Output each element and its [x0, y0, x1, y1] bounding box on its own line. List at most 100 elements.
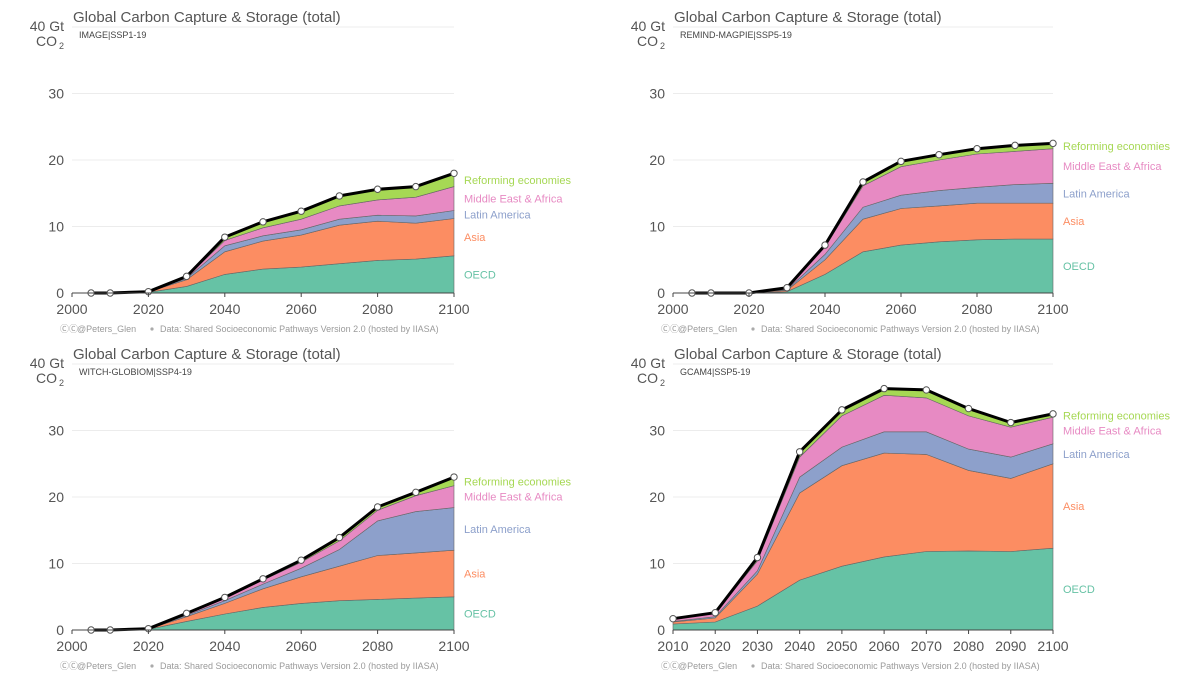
- y-tick-label: 0: [657, 622, 665, 638]
- total-point: [897, 157, 905, 166]
- scenario-label: GCAM4|SSP5-19: [680, 367, 750, 377]
- scenario-label: WITCH-GLOBIOM|SSP4-19: [79, 367, 192, 377]
- total-point: [259, 575, 267, 583]
- x-tick-label: 2020: [733, 301, 764, 317]
- chart-title: Global Carbon Capture & Storage (total): [674, 9, 942, 26]
- x-tick-label: 2100: [1037, 301, 1068, 317]
- total-point: [450, 169, 458, 178]
- y-tick-label: 10: [649, 219, 665, 235]
- y-axis-unit: 40 Gt: [30, 355, 64, 371]
- footer-separator: [150, 664, 154, 668]
- series-label-middle-east-africa: Middle East & Africa: [1063, 426, 1162, 438]
- y-tick-label: 0: [657, 285, 665, 301]
- footer-source: Data: Shared Socioeconomic Pathways Vers…: [160, 661, 439, 671]
- x-tick-label: 2000: [56, 638, 87, 654]
- series-label-oecd: OECD: [464, 608, 496, 620]
- x-tick-label: 2100: [1037, 638, 1068, 654]
- total-point: [335, 533, 344, 542]
- footer-source: Data: Shared Socioeconomic Pathways Vers…: [761, 661, 1040, 671]
- total-point: [935, 150, 943, 159]
- series-label-reforming-economies: Reforming economies: [464, 476, 571, 488]
- footer-handle: @Peters_Glen: [77, 661, 136, 671]
- y-axis-unit-formula: CO: [36, 33, 57, 49]
- series-label-oecd: OECD: [1063, 584, 1095, 596]
- footer-separator: [751, 664, 755, 668]
- y-tick-label: 20: [48, 489, 64, 505]
- x-tick-label: 2020: [700, 638, 731, 654]
- y-axis-unit-subscript: 2: [59, 378, 64, 388]
- x-tick-label: 2060: [286, 638, 317, 654]
- total-point: [795, 448, 804, 456]
- series-label-latin-america: Latin America: [1063, 188, 1131, 200]
- footer-separator: [751, 327, 755, 331]
- total-point: [373, 503, 382, 511]
- y-tick-label: 10: [48, 219, 64, 235]
- cc-icon: ⒸⒸ: [661, 661, 679, 671]
- x-tick-label: 2080: [961, 301, 992, 317]
- x-tick-label: 2080: [953, 638, 984, 654]
- y-axis-unit-subscript: 2: [660, 41, 665, 51]
- y-axis-unit-formula: CO: [36, 370, 57, 386]
- total-point: [259, 218, 267, 226]
- x-tick-label: 2060: [869, 638, 900, 654]
- y-axis-unit-formula: CO: [637, 370, 658, 386]
- x-tick-label: 2070: [911, 638, 942, 654]
- x-tick-label: 2020: [133, 301, 164, 317]
- x-tick-label: 2100: [438, 301, 469, 317]
- footer-separator: [150, 327, 154, 331]
- x-tick-label: 2060: [286, 301, 317, 317]
- y-tick-label: 30: [649, 423, 665, 439]
- x-tick-label: 2020: [133, 638, 164, 654]
- total-point: [221, 233, 229, 241]
- x-tick-label: 2080: [362, 638, 393, 654]
- series-label-middle-east-africa: Middle East & Africa: [464, 492, 563, 504]
- total-point: [753, 553, 762, 562]
- series-label-oecd: OECD: [1063, 261, 1095, 273]
- y-axis-unit: 40 Gt: [631, 18, 665, 34]
- total-point: [1049, 410, 1057, 418]
- y-axis-unit: 40 Gt: [30, 18, 64, 34]
- total-point: [1049, 139, 1057, 148]
- series-label-latin-america: Latin America: [464, 524, 532, 536]
- total-point: [182, 609, 191, 618]
- y-tick-label: 10: [649, 556, 665, 572]
- series-label-oecd: OECD: [464, 269, 496, 281]
- scenario-label: REMIND-MAGPIE|SSP5-19: [680, 30, 792, 40]
- total-point: [182, 272, 191, 281]
- y-tick-label: 30: [48, 423, 64, 439]
- x-tick-label: 2030: [742, 638, 773, 654]
- total-point: [335, 192, 344, 200]
- y-tick-label: 0: [56, 285, 64, 301]
- x-tick-label: 2040: [209, 638, 240, 654]
- x-tick-label: 2000: [56, 301, 87, 317]
- x-tick-label: 2040: [809, 301, 840, 317]
- y-axis-unit-subscript: 2: [660, 378, 665, 388]
- series-label-middle-east-africa: Middle East & Africa: [464, 194, 563, 206]
- total-point: [450, 473, 458, 481]
- total-point: [373, 185, 382, 193]
- total-point: [783, 283, 791, 292]
- y-tick-label: 30: [48, 86, 64, 102]
- y-tick-label: 30: [649, 86, 665, 102]
- y-axis-unit: 40 Gt: [631, 355, 665, 371]
- footer-source: Data: Shared Socioeconomic Pathways Vers…: [761, 324, 1040, 334]
- chart-title: Global Carbon Capture & Storage (total): [73, 346, 341, 363]
- y-tick-label: 0: [56, 622, 64, 638]
- cc-icon: ⒸⒸ: [661, 324, 679, 334]
- total-point: [880, 384, 888, 393]
- series-label-latin-america: Latin America: [464, 210, 532, 222]
- total-line: [672, 387, 1054, 621]
- series-label-reforming-economies: Reforming economies: [464, 175, 571, 187]
- x-tick-label: 2060: [885, 301, 916, 317]
- series-label-reforming-economies: Reforming economies: [1063, 411, 1170, 423]
- total-point: [922, 386, 931, 394]
- total-point: [821, 241, 829, 249]
- total-point: [297, 207, 305, 215]
- cc-icon: ⒸⒸ: [60, 324, 78, 334]
- series-label-asia: Asia: [464, 568, 486, 580]
- footer-handle: @Peters_Glen: [678, 661, 737, 671]
